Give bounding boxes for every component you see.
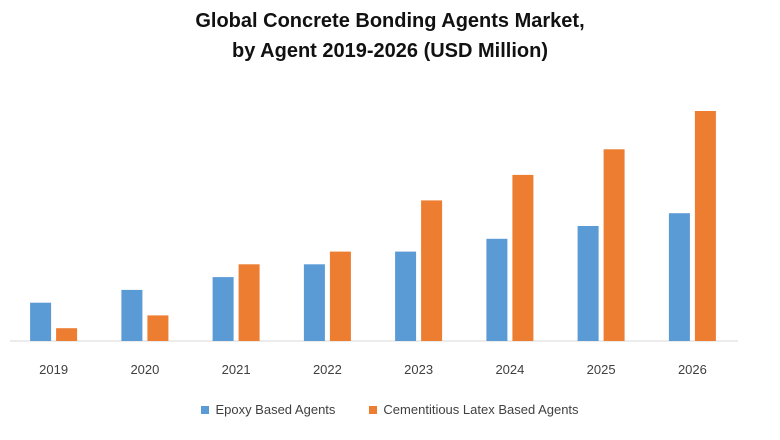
- x-tick-label-2020: 2020: [130, 362, 159, 377]
- bar-epoxy-2024: [486, 238, 508, 341]
- bar-epoxy-2021: [212, 277, 234, 341]
- chart-legend: Epoxy Based Agents Cementitious Latex Ba…: [0, 402, 780, 417]
- bar-cementitious-2022: [329, 251, 351, 341]
- bar-cementitious-2025: [603, 149, 625, 341]
- bar-cementitious-2024: [512, 174, 534, 341]
- bar-cementitious-2023: [421, 200, 443, 341]
- legend-item-epoxy: Epoxy Based Agents: [201, 402, 335, 417]
- bar-cementitious-2026: [694, 111, 716, 341]
- x-tick-label-2019: 2019: [39, 362, 68, 377]
- legend-item-cementitious: Cementitious Latex Based Agents: [369, 402, 579, 417]
- x-tick-label-2022: 2022: [313, 362, 342, 377]
- x-tick-label-2023: 2023: [404, 362, 433, 377]
- legend-swatch-epoxy: [201, 405, 210, 414]
- legend-swatch-cementitious: [369, 405, 378, 414]
- x-tick-label-2026: 2026: [678, 362, 707, 377]
- chart-title-line-2: by Agent 2019-2026 (USD Million): [232, 40, 548, 62]
- bar-cementitious-2019: [56, 328, 78, 341]
- bar-epoxy-2019: [30, 302, 52, 341]
- chart-title-line-1: Global Concrete Bonding Agents Market,: [195, 10, 585, 32]
- x-tick-label-2021: 2021: [222, 362, 251, 377]
- bar-epoxy-2023: [395, 251, 417, 341]
- bar-epoxy-2025: [577, 226, 599, 341]
- bar-epoxy-2026: [668, 213, 690, 341]
- bar-epoxy-2022: [303, 264, 325, 341]
- chart-title: Global Concrete Bonding Agents Market, b…: [0, 6, 780, 66]
- bar-cementitious-2020: [147, 315, 169, 341]
- bar-cementitious-2021: [238, 264, 260, 341]
- x-tick-label-2025: 2025: [587, 362, 616, 377]
- x-tick-label-2024: 2024: [495, 362, 524, 377]
- legend-label-cementitious: Cementitious Latex Based Agents: [383, 402, 579, 417]
- bar-epoxy-2020: [121, 289, 143, 341]
- legend-label-epoxy: Epoxy Based Agents: [215, 402, 336, 417]
